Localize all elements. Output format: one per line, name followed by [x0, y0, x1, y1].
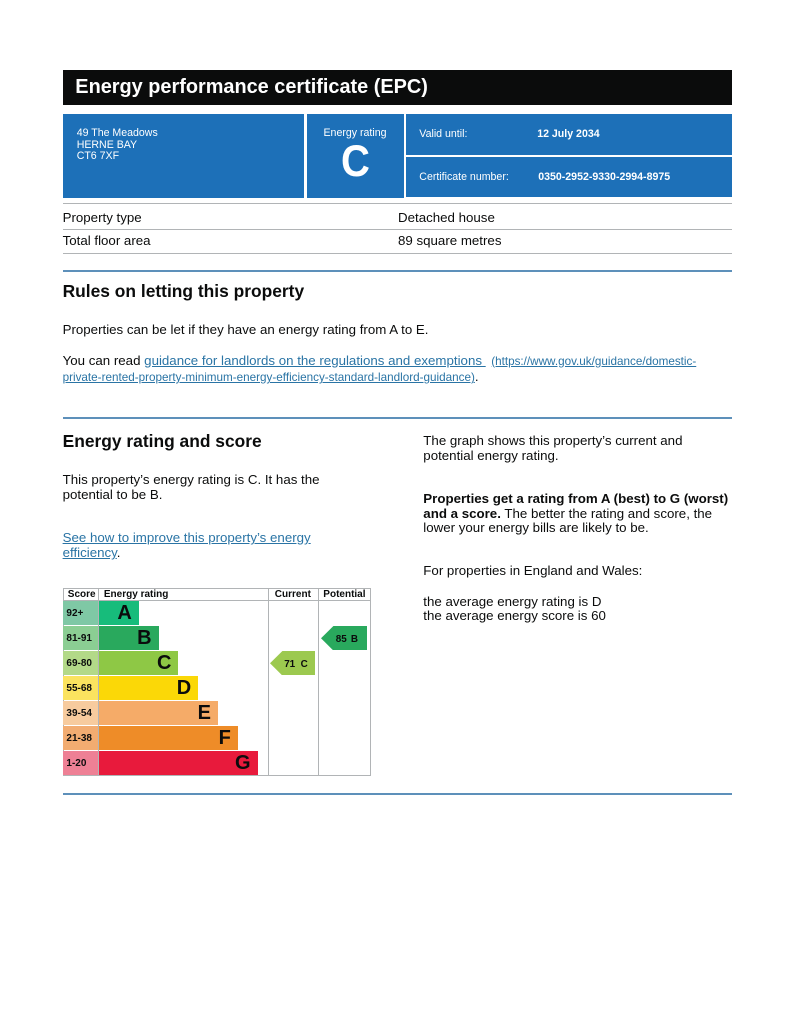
svg-text:B: B — [350, 634, 357, 645]
svg-text:C: C — [301, 659, 308, 670]
svg-text:71: 71 — [284, 659, 295, 670]
svg-text:85: 85 — [335, 634, 346, 645]
